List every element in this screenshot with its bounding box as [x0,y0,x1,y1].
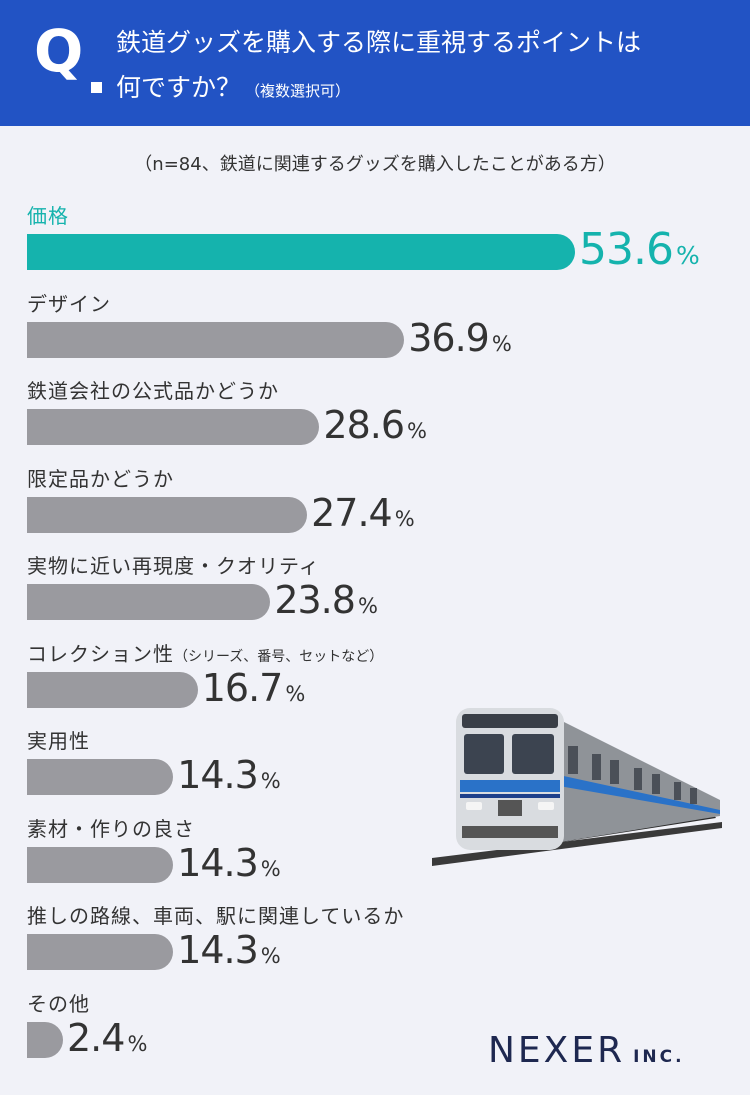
question-line-1: 鉄道グッズを購入する際に重視するポイントは [116,28,642,57]
question-mark: Q [34,17,84,85]
value-label: 27.4% [311,494,415,532]
category-label-text: 実用性 [27,729,90,753]
value-label: 28.6% [323,406,427,444]
category-note: （シリーズ、番号、セットなど） [174,648,384,665]
value-label: 14.3% [177,931,281,969]
value-number: 2.4 [67,1015,125,1060]
value-number: 14.3 [177,753,259,797]
category-label-text: 鉄道会社の公式品かどうか [27,379,279,403]
category-label-text: デザイン [27,291,111,316]
value-number: 16.7 [201,665,284,710]
category-label: 素材・作りの良さ [27,813,195,842]
category-label: その他 [27,988,90,1017]
bar [27,759,174,795]
question-dot [91,82,102,93]
bar [27,496,308,533]
category-label-text: 限定品かどうか [27,466,174,491]
category-label: 実物に近い再現度・クオリティ [27,550,320,579]
value-unit: % [127,1031,148,1056]
bar [27,846,174,883]
value-number: 36.9 [408,315,490,360]
value-number: 14.3 [177,840,259,885]
bar [27,934,174,970]
value-label: 14.3% [177,844,281,882]
bar [27,409,320,445]
value-number: 27.4 [311,490,393,535]
question-line-2-text: 何ですか？ [116,73,242,102]
value-label: 23.8% [274,581,378,619]
value-label: 14.3% [177,756,281,794]
category-label-text: コレクション性 [27,641,174,666]
value-unit: % [260,856,281,881]
value-label: 16.7% [202,669,306,707]
company-logo: NEXER INC. [488,1030,685,1071]
category-label: 価格 [27,200,69,229]
bar-chart: 価格 53.6% デザイン 36.9% 鉄道会社の公式品かどうか 28.6% 限定品かどうか… [0,190,750,1070]
value-unit: % [675,241,700,270]
logo-main: NEXER [488,1030,626,1071]
value-unit: % [357,594,378,618]
category-label: 限定品かどうか [27,463,174,492]
value-unit: % [260,769,281,793]
bar [27,321,405,358]
category-label-text: 価格 [27,204,69,228]
value-unit: % [394,506,415,531]
bar [27,1021,63,1058]
value-number: 53.6 [579,224,674,275]
bar [27,584,271,620]
value-unit: % [407,419,427,443]
value-label: 2.4% [67,1019,147,1057]
logo-sub: INC. [633,1047,685,1067]
value-unit: % [260,944,281,968]
question-line-2: 何ですか？ （複数選択可） [116,73,350,103]
category-label-text: 推しの路線、車両、駅に関連しているか [27,904,405,928]
category-label: 鉄道会社の公式品かどうか [27,375,279,404]
train-illustration [432,708,722,866]
bar [27,234,575,270]
category-label-text: 実物に近い再現度・クオリティ [27,554,320,578]
bar [27,671,198,708]
value-unit: % [285,681,306,706]
value-unit: % [491,331,512,356]
value-number: 23.8 [274,578,356,622]
value-number: 28.6 [323,403,405,447]
value-number: 14.3 [177,928,259,972]
value-label: 36.9% [408,319,512,357]
category-label: コレクション性（シリーズ、番号、セットなど） [27,638,383,667]
category-label: 推しの路線、車両、駅に関連しているか [27,900,404,929]
question-note: （複数選択可） [245,82,351,100]
sample-note: （n=84、鉄道に関連するグッズを購入したことがある方） [134,154,616,175]
value-label: 53.6% [579,228,700,272]
category-label: デザイン [27,288,111,317]
question-header: Q 鉄道グッズを購入する際に重視するポイントは 何ですか？ （複数選択可） [0,0,750,126]
category-label-text: その他 [27,991,90,1016]
category-label-text: 素材・作りの良さ [27,816,195,841]
category-label: 実用性 [27,725,90,754]
